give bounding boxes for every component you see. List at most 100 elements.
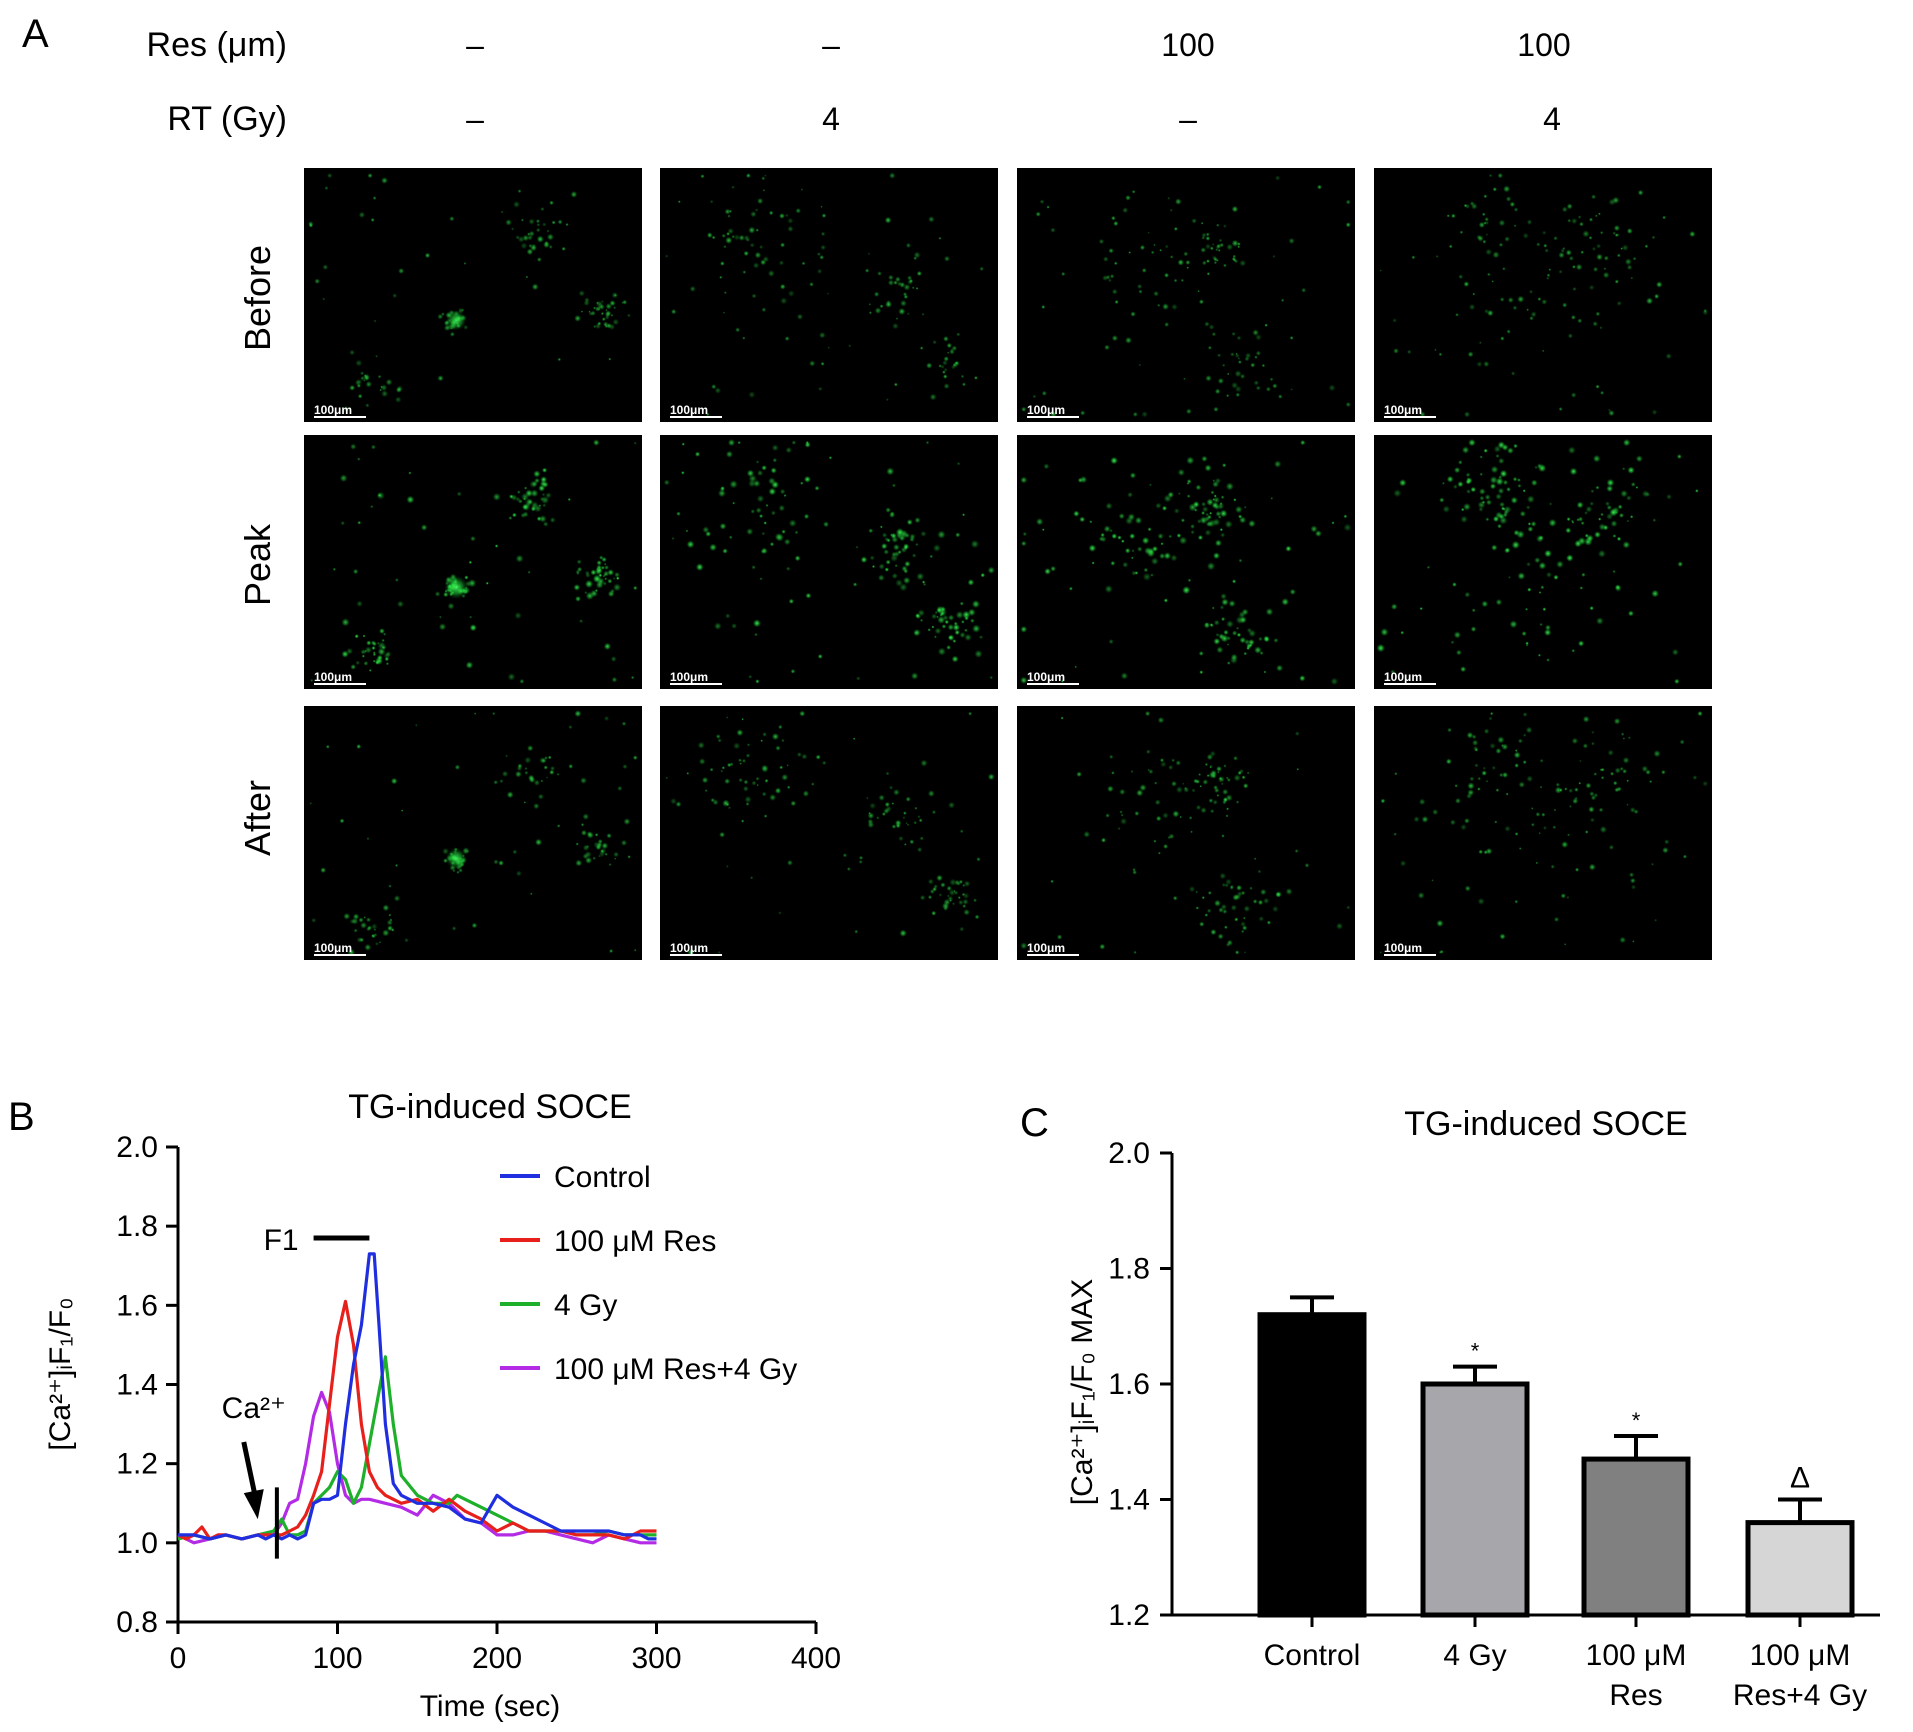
fluorescence-spot bbox=[1522, 489, 1526, 493]
fluorescence-spot bbox=[1220, 616, 1226, 622]
fluorescence-spot bbox=[742, 270, 747, 275]
fluorescence-spot bbox=[936, 874, 943, 882]
fluorescence-spot bbox=[1177, 468, 1186, 477]
fluorescence-spot bbox=[767, 269, 775, 278]
fluorescence-spot bbox=[786, 764, 789, 767]
fluorescence-spot bbox=[1164, 321, 1170, 328]
fluorescence-spot bbox=[1535, 242, 1541, 247]
fluorescence-spot bbox=[1490, 465, 1499, 474]
fluorescence-spot bbox=[1392, 318, 1398, 323]
fluorescence-spot bbox=[980, 572, 986, 578]
calcium-arrow-shaft bbox=[241, 1441, 259, 1500]
fluorescence-spot bbox=[987, 773, 995, 781]
fluorescence-spot bbox=[1514, 763, 1520, 768]
fluorescence-spot bbox=[1390, 669, 1396, 675]
fluorescence-spot bbox=[1468, 303, 1476, 311]
fluorescence-spot bbox=[781, 529, 786, 534]
fluorescence-spot bbox=[1277, 394, 1283, 399]
fluorescence-spot bbox=[1665, 352, 1672, 360]
fluorescence-spot bbox=[350, 443, 357, 450]
fluorescence-spot bbox=[1163, 598, 1169, 603]
fluorescence-spot bbox=[1299, 675, 1306, 682]
fluorescence-spot bbox=[779, 488, 786, 495]
fluorescence-spot bbox=[1609, 771, 1615, 776]
fluorescence-spot bbox=[1697, 710, 1703, 717]
fluorescence-spot bbox=[1498, 219, 1506, 227]
fluorescence-spot bbox=[759, 577, 763, 581]
fluorescence-spot bbox=[308, 222, 314, 228]
fluorescence-spot bbox=[1226, 372, 1230, 376]
fluorescence-spot bbox=[370, 217, 375, 223]
fluorescence-spot bbox=[885, 805, 892, 813]
fluorescence-spot bbox=[575, 859, 583, 867]
fluorescence-spot bbox=[1117, 826, 1121, 831]
fluorescence-spot bbox=[611, 676, 618, 683]
fluorescence-spot bbox=[473, 712, 477, 715]
fluorescence-spot bbox=[1419, 411, 1426, 418]
fluorescence-spot bbox=[393, 894, 401, 902]
fluorescence-spot bbox=[1622, 438, 1631, 447]
fluorescence-spot bbox=[582, 813, 590, 821]
fluorescence-spot bbox=[1244, 352, 1252, 359]
fluorescence-spot bbox=[1550, 864, 1555, 869]
fluorescence-spot bbox=[1501, 266, 1506, 271]
fluorescence-spot bbox=[520, 492, 530, 501]
fluorescence-spot bbox=[1393, 488, 1402, 498]
fluorescence-spot bbox=[1536, 463, 1543, 469]
fluorescence-spot bbox=[938, 364, 942, 368]
fluorescence-spot bbox=[1451, 582, 1457, 588]
fluorescence-spot bbox=[359, 937, 365, 943]
fluorescence-spot bbox=[1136, 283, 1143, 290]
fluorescence-spot bbox=[1241, 608, 1249, 616]
fluorescence-spot bbox=[373, 319, 377, 323]
fluorescence-spot bbox=[951, 902, 956, 906]
fluorescence-spot bbox=[719, 275, 723, 279]
fluorescence-spot bbox=[754, 208, 759, 212]
fluorescence-spot bbox=[1167, 835, 1171, 840]
fluorescence-spot bbox=[1572, 797, 1579, 805]
fluorescence-spot bbox=[354, 633, 360, 639]
fluorescence-spot bbox=[1020, 942, 1028, 950]
fluorescence-spot bbox=[1109, 273, 1115, 279]
fluorescence-spot bbox=[1147, 231, 1150, 235]
fluorescence-spot bbox=[931, 625, 935, 629]
fluorescence-spot bbox=[1020, 625, 1028, 633]
fluorescence-spot bbox=[854, 929, 859, 934]
fluorescence-spot bbox=[1212, 552, 1221, 560]
fluorescence-spot bbox=[801, 753, 808, 760]
fluorescence-spot bbox=[1578, 221, 1584, 227]
fluorescence-spot bbox=[1079, 516, 1086, 523]
micrograph-background bbox=[1017, 435, 1355, 689]
panel-c-label: C bbox=[1020, 1101, 1049, 1145]
fluorescence-spot bbox=[1180, 278, 1185, 283]
fluorescence-spots bbox=[663, 438, 996, 684]
fluorescence-spot bbox=[597, 307, 601, 311]
fluorescence-spot bbox=[1201, 260, 1207, 266]
fluorescence-spot bbox=[1567, 446, 1576, 455]
fluorescence-spot bbox=[568, 725, 573, 730]
fluorescence-spot bbox=[1597, 549, 1606, 558]
fluorescence-spot bbox=[746, 527, 754, 536]
fluorescence-spot bbox=[724, 208, 731, 215]
fluorescence-spot bbox=[899, 299, 908, 307]
fluorescence-spot bbox=[574, 595, 582, 602]
fluorescence-spot bbox=[1565, 249, 1573, 256]
category-label: Res+4 Gy bbox=[1733, 1679, 1867, 1712]
fluorescence-spot bbox=[796, 751, 803, 758]
fluorescence-spot bbox=[1629, 515, 1634, 519]
fluorescence-spot bbox=[1483, 360, 1490, 368]
fluorescence-spot bbox=[1589, 817, 1596, 823]
fluorescence-spot bbox=[1170, 554, 1178, 562]
fluorescence-spot bbox=[372, 195, 377, 201]
fluorescence-spot bbox=[343, 912, 351, 920]
fluorescence-spot bbox=[1243, 651, 1248, 656]
fluorescence-spot bbox=[954, 629, 960, 636]
fluorescence-spot bbox=[1257, 636, 1263, 642]
fluorescence-spot bbox=[694, 451, 701, 457]
fluorescence-spot bbox=[535, 227, 541, 233]
fluorescence-spot bbox=[869, 802, 877, 810]
fluorescence-spot bbox=[927, 894, 933, 900]
fluorescence-spot bbox=[353, 928, 358, 933]
fluorescence-spot bbox=[1139, 783, 1147, 792]
fluorescence-spot bbox=[1447, 727, 1452, 733]
